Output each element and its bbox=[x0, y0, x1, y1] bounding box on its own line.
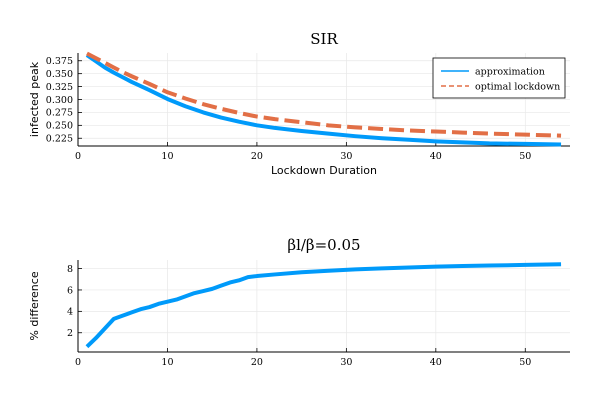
chart-title: βl/β=0.05 bbox=[287, 236, 360, 254]
y-tick-label: 0.375 bbox=[46, 56, 73, 67]
y-tick-label: 0.225 bbox=[46, 134, 73, 145]
y-tick-label: 8 bbox=[67, 264, 73, 275]
x-tick-label: 0 bbox=[75, 151, 81, 162]
x-tick-label: 0 bbox=[75, 357, 81, 368]
y-tick-label: 2 bbox=[67, 328, 73, 339]
x-tick-label: 50 bbox=[519, 357, 531, 368]
y-tick-label: 0.300 bbox=[46, 95, 73, 106]
y-axis-label: % difference bbox=[28, 271, 41, 340]
legend-label-1: approximation bbox=[475, 67, 545, 78]
y-tick-label: 6 bbox=[67, 285, 73, 296]
x-tick-label: 30 bbox=[340, 151, 352, 162]
y-tick-label: 0.250 bbox=[46, 121, 73, 132]
legend: approximation optimal lockdown bbox=[432, 57, 566, 99]
x-tick-label: 40 bbox=[430, 151, 442, 162]
y-tick-label: 0.275 bbox=[46, 108, 73, 119]
series-line-1 bbox=[85, 262, 562, 349]
y-tick-label: 0.350 bbox=[46, 69, 73, 80]
x-tick-label: 50 bbox=[519, 151, 531, 162]
chart-title: SIR bbox=[310, 30, 338, 48]
x-tick-label: 20 bbox=[251, 151, 263, 162]
x-tick-label: 10 bbox=[161, 357, 173, 368]
legend-box bbox=[432, 57, 566, 99]
series-line-2 bbox=[86, 51, 562, 138]
legend-label-2: optimal lockdown bbox=[475, 82, 560, 93]
x-tick-label: 40 bbox=[430, 357, 442, 368]
y-tick-label: 0.325 bbox=[46, 82, 73, 93]
y-tick-label: 4 bbox=[67, 307, 73, 318]
x-tick-label: 10 bbox=[161, 151, 173, 162]
chart-1: 0 10 20 30 40 50 0.225 0.250 0.275 0.300 0.325 0.35… bbox=[28, 30, 570, 177]
x-tick-label: 30 bbox=[340, 357, 352, 368]
y-axis-label: infected peak bbox=[28, 61, 41, 137]
x-axis-label: Lockdown Duration bbox=[271, 164, 377, 177]
chart-2: 0 10 20 30 40 50 2 4 6 8 βl/β=0.05 % difference bbox=[28, 236, 570, 368]
x-tick-label: 20 bbox=[251, 357, 263, 368]
series-line-1 bbox=[85, 53, 562, 147]
